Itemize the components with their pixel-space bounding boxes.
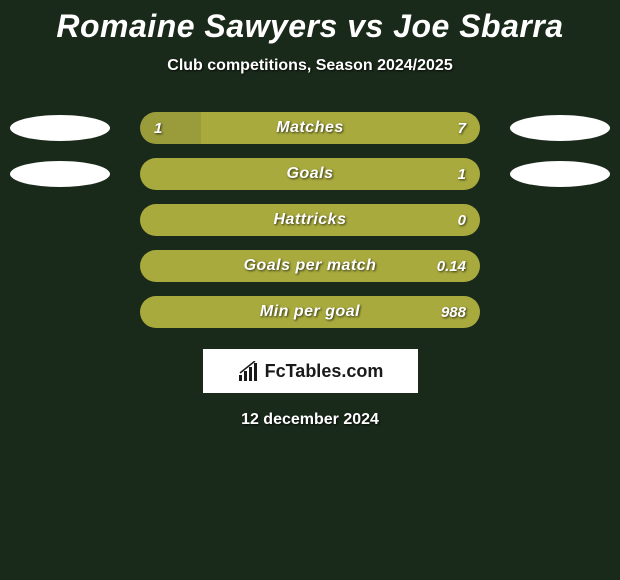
player-left-indicator	[10, 115, 110, 141]
page-title: Romaine Sawyers vs Joe Sbarra	[0, 8, 620, 45]
stat-label: Goals per match	[140, 257, 480, 275]
stats-area: 1Matches7Goals1Hattricks0Goals per match…	[0, 105, 620, 335]
stat-label: Matches	[140, 119, 480, 137]
stat-value-right: 0.14	[437, 258, 466, 275]
stat-label: Hattricks	[140, 211, 480, 229]
stat-label: Goals	[140, 165, 480, 183]
player-left-indicator	[10, 161, 110, 187]
infographic-container: Romaine Sawyers vs Joe Sbarra Club compe…	[0, 0, 620, 437]
player-right-indicator	[510, 115, 610, 141]
stat-value-right: 0	[458, 212, 466, 229]
stat-bar: Hattricks0	[140, 204, 480, 236]
page-subtitle: Club competitions, Season 2024/2025	[0, 57, 620, 75]
stat-bar: Goals per match0.14	[140, 250, 480, 282]
logo-content: FcTables.com	[237, 361, 384, 382]
stat-value-right: 1	[458, 166, 466, 183]
stat-value-right: 7	[458, 120, 466, 137]
stat-row: Min per goal988	[0, 289, 620, 335]
stat-row: Goals1	[0, 151, 620, 197]
logo-box: FcTables.com	[203, 349, 418, 393]
player-right-indicator	[510, 161, 610, 187]
stat-bar: 1Matches7	[140, 112, 480, 144]
date-text: 12 december 2024	[0, 411, 620, 429]
logo-text: FcTables.com	[265, 361, 384, 382]
stat-row: Hattricks0	[0, 197, 620, 243]
stat-bar: Min per goal988	[140, 296, 480, 328]
stat-value-right: 988	[441, 304, 466, 321]
stat-label: Min per goal	[140, 303, 480, 321]
stat-row: 1Matches7	[0, 105, 620, 151]
stat-bar: Goals1	[140, 158, 480, 190]
stat-row: Goals per match0.14	[0, 243, 620, 289]
chart-icon	[237, 361, 261, 381]
